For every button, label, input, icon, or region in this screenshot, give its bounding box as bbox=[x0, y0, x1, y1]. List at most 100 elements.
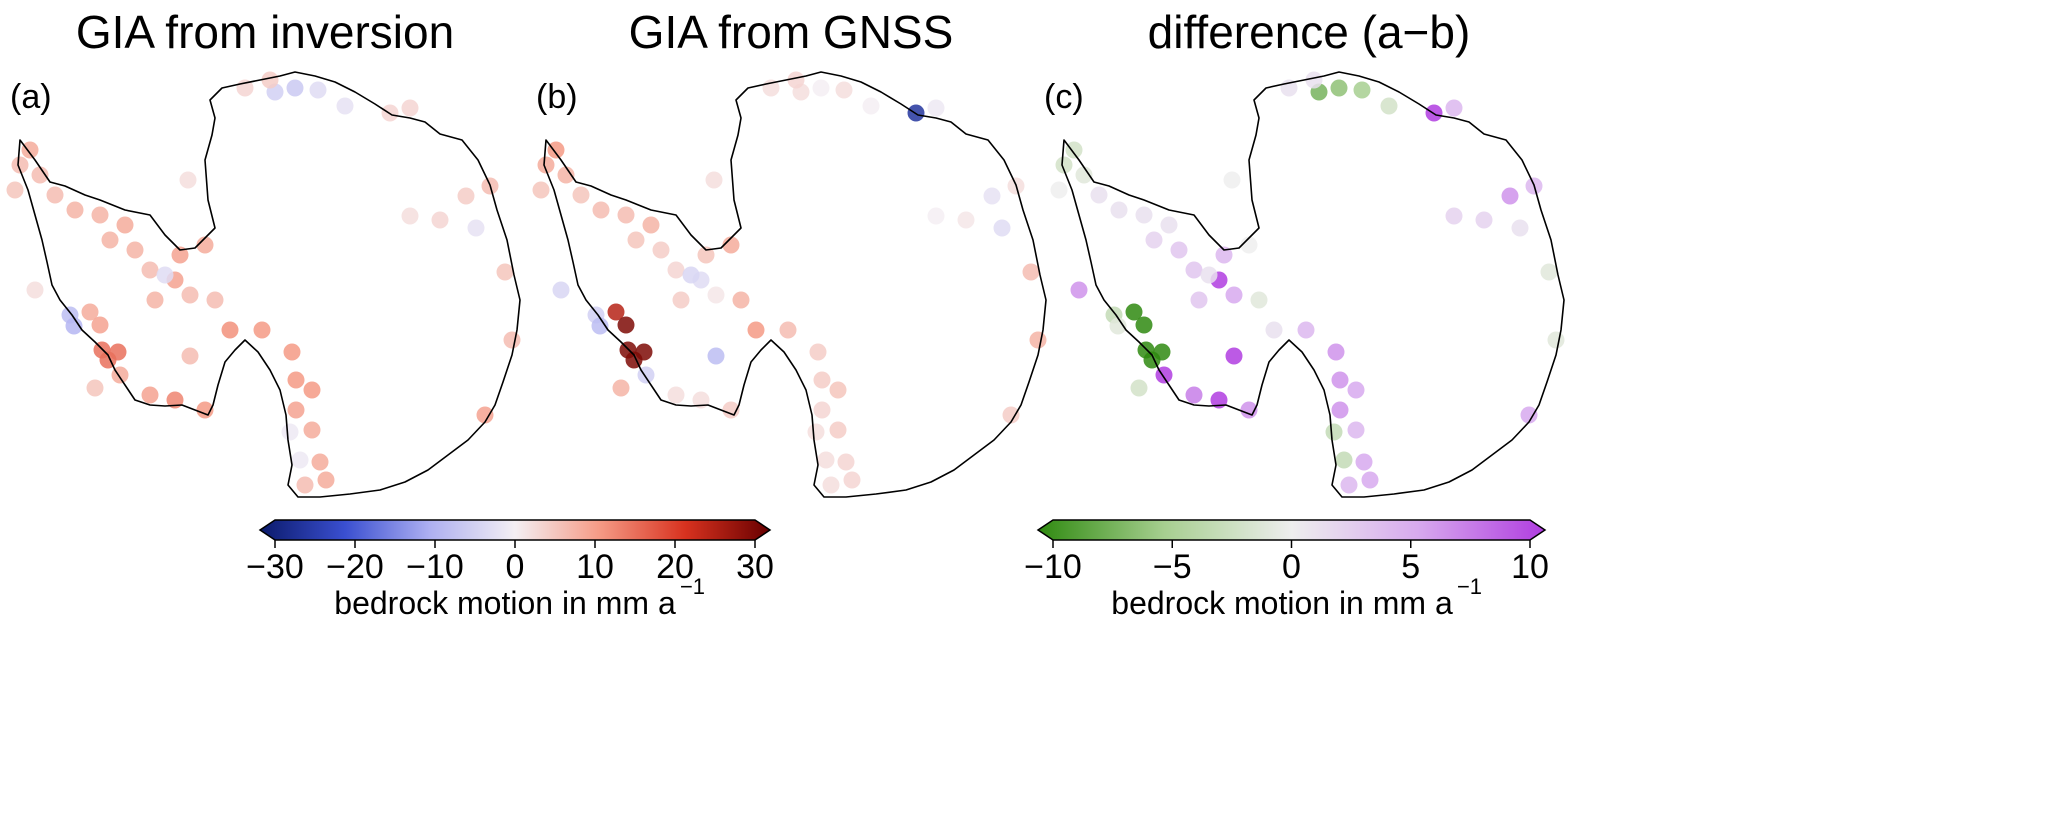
station-marker bbox=[1185, 261, 1203, 279]
station-marker bbox=[787, 71, 805, 89]
station-marker bbox=[1330, 79, 1348, 97]
station-marker bbox=[476, 406, 494, 424]
station-marker bbox=[667, 261, 685, 279]
station-marker bbox=[705, 171, 723, 189]
station-marker bbox=[11, 156, 29, 174]
station-marker bbox=[1331, 371, 1349, 389]
panel-label: (a) bbox=[10, 78, 52, 116]
colorbar-difference: −10 −5 0 5 10 bedrock motion in mm a −1 bbox=[1024, 519, 1549, 621]
station-marker bbox=[552, 281, 570, 299]
station-marker bbox=[1297, 321, 1315, 339]
station-marker bbox=[101, 231, 119, 249]
station-marker bbox=[1305, 71, 1323, 89]
station-marker bbox=[1265, 321, 1283, 339]
station-marker bbox=[46, 186, 64, 204]
station-marker bbox=[532, 181, 550, 199]
station-marker bbox=[496, 263, 514, 281]
station-marker bbox=[807, 423, 825, 441]
station-marker bbox=[91, 316, 109, 334]
panel-title: difference (a−b) bbox=[1148, 6, 1471, 58]
station-marker bbox=[1225, 286, 1243, 304]
colorbar-tick-label: 0 bbox=[1282, 548, 1301, 586]
station-marker bbox=[697, 246, 715, 264]
station-marker bbox=[617, 316, 635, 334]
station-marker bbox=[206, 291, 224, 309]
station-marker bbox=[283, 343, 301, 361]
station-marker bbox=[652, 241, 670, 259]
panel-label: (b) bbox=[536, 78, 578, 116]
station-marker bbox=[1547, 331, 1565, 349]
station-marker bbox=[627, 231, 645, 249]
station-marker bbox=[91, 206, 109, 224]
station-marker bbox=[1130, 379, 1148, 397]
station-marker bbox=[672, 291, 690, 309]
station-marker bbox=[81, 303, 99, 321]
station-marker bbox=[253, 321, 271, 339]
station-marker bbox=[1002, 406, 1020, 424]
station-marker bbox=[1050, 181, 1068, 199]
station-marker bbox=[722, 236, 740, 254]
station-marker bbox=[829, 421, 847, 439]
colorbar-uplift-label-exponent: −1 bbox=[680, 574, 705, 599]
station-marker bbox=[1335, 451, 1353, 469]
station-marker bbox=[181, 286, 199, 304]
panel-title: GIA from inversion bbox=[76, 6, 454, 58]
station-marker bbox=[682, 266, 700, 284]
station-marker bbox=[1340, 476, 1358, 494]
station-marker bbox=[612, 379, 630, 397]
colorbar-tick-label: 20 bbox=[656, 548, 694, 586]
station-marker bbox=[401, 207, 419, 225]
station-marker bbox=[6, 181, 24, 199]
station-marker bbox=[813, 371, 831, 389]
station-marker bbox=[1070, 281, 1088, 299]
station-marker bbox=[591, 317, 609, 335]
station-marker bbox=[65, 317, 83, 335]
colorbar-tick-label: −30 bbox=[246, 548, 304, 586]
station-marker bbox=[291, 451, 309, 469]
station-marker bbox=[311, 453, 329, 471]
colorbar-tick-label: 5 bbox=[1401, 548, 1420, 586]
colorbar-difference-bar bbox=[1036, 519, 1547, 541]
station-marker bbox=[1210, 391, 1228, 409]
station-marker bbox=[1445, 207, 1463, 225]
station-marker bbox=[692, 391, 710, 409]
station-marker bbox=[837, 453, 855, 471]
station-marker bbox=[503, 331, 521, 349]
panel-a: GIA from inversion (a) bbox=[6, 6, 521, 498]
station-marker bbox=[31, 166, 49, 184]
station-marker bbox=[1511, 219, 1529, 237]
station-marker bbox=[1200, 266, 1218, 284]
colorbar-tick-label: 10 bbox=[1511, 548, 1549, 586]
station-marker bbox=[812, 79, 830, 97]
colorbar-uplift: −30 −20 −10 0 10 20 30 bedrock motion in mm a … bbox=[246, 519, 774, 621]
coastline bbox=[543, 71, 1047, 498]
station-marker bbox=[1170, 241, 1188, 259]
station-marker bbox=[431, 211, 449, 229]
station-marker bbox=[1520, 406, 1538, 424]
station-marker bbox=[141, 386, 159, 404]
colorbar-uplift-bar bbox=[258, 519, 772, 541]
colorbar-tick-label: 30 bbox=[736, 548, 774, 586]
antarctica-map bbox=[1050, 71, 1565, 498]
station-marker bbox=[1540, 263, 1558, 281]
panel-b: GIA from GNSS (b) bbox=[532, 6, 1047, 498]
station-marker bbox=[983, 187, 1001, 205]
station-marker bbox=[1501, 187, 1519, 205]
station-marker bbox=[116, 216, 134, 234]
station-marker bbox=[547, 141, 565, 159]
station-marker bbox=[146, 291, 164, 309]
station-marker bbox=[1325, 423, 1343, 441]
station-marker bbox=[572, 186, 590, 204]
station-marker bbox=[1347, 381, 1365, 399]
station-marker bbox=[592, 201, 610, 219]
station-marker bbox=[617, 206, 635, 224]
station-marker bbox=[1110, 201, 1128, 219]
station-marker bbox=[286, 79, 304, 97]
station-marker bbox=[296, 476, 314, 494]
station-marker bbox=[1145, 231, 1163, 249]
station-marker bbox=[817, 451, 835, 469]
colorbar-tick-label: −10 bbox=[1024, 548, 1082, 586]
station-marker bbox=[667, 386, 685, 404]
station-marker bbox=[843, 471, 861, 489]
